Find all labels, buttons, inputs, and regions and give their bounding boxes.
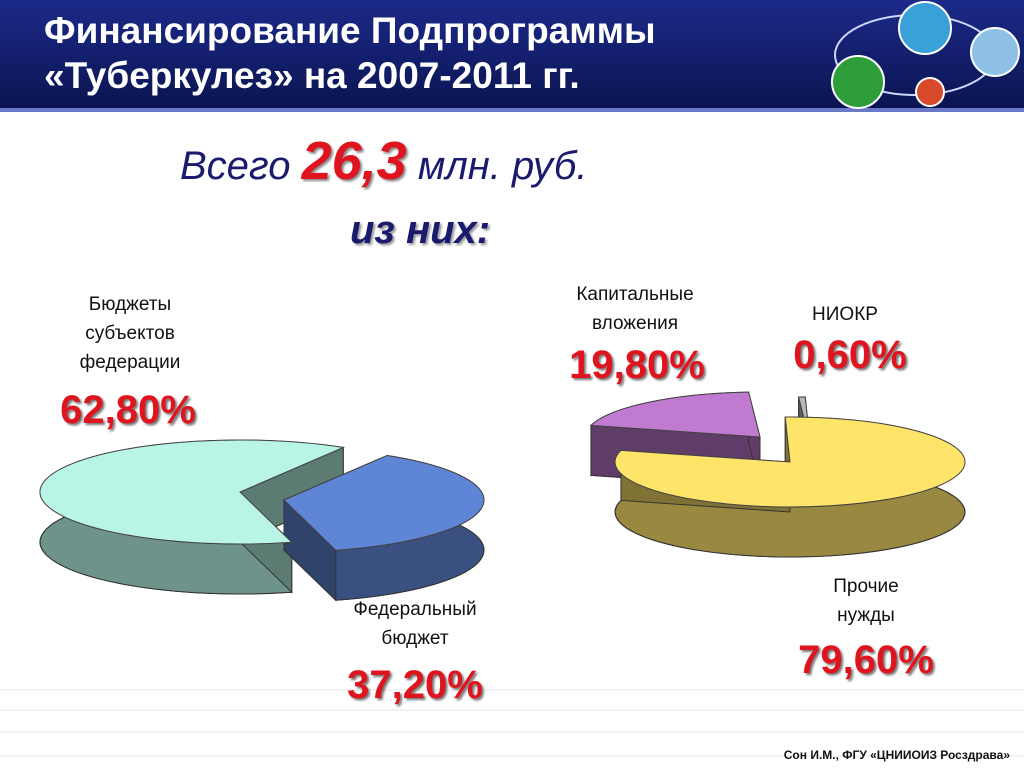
slide-title: Финансирование Подпрограммы «Туберкулез»… [44, 10, 656, 96]
slice [614, 416, 966, 508]
header-rule [0, 108, 1024, 112]
logo-icon [915, 77, 945, 107]
value-label: 19,80% [569, 343, 705, 387]
total-prefix: Всего [180, 144, 291, 188]
value-label: 62,80% [60, 388, 196, 432]
total-unit: млн. руб. [417, 144, 588, 188]
slice [39, 439, 346, 545]
logo-icon [831, 55, 885, 109]
category-label: НИОКР [812, 304, 878, 325]
category-label: Бюджеты субъектов федерации [79, 294, 181, 373]
value-label: 0,60% [793, 333, 907, 377]
footer: Сон И.М., ФГУ «ЦНИИОИЗ Росздрава» [783, 748, 1010, 762]
logo-icon [898, 1, 952, 55]
subtitle: из них: [350, 208, 491, 252]
value-label: 79,60% [798, 638, 934, 682]
floor-grid [0, 689, 1024, 757]
pies [39, 391, 966, 602]
total-value: 26,3 [301, 131, 407, 191]
category-label: Федеральный бюджет [353, 599, 477, 649]
category-label: Прочие нужды [833, 576, 899, 626]
category-label: Капитальные вложения [576, 284, 694, 334]
logo-icon [970, 27, 1020, 77]
slice [589, 391, 761, 438]
slice [283, 454, 485, 551]
value-label: 37,20% [347, 663, 483, 707]
total-line: Всего 26,3 млн. руб. [180, 130, 587, 192]
